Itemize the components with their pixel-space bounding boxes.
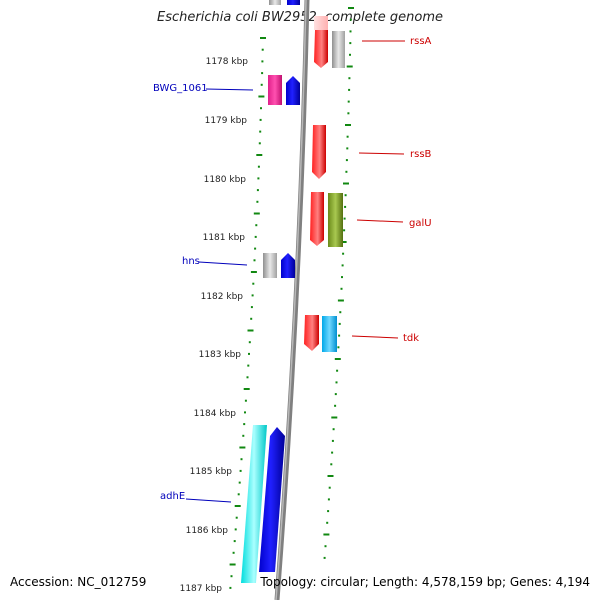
feature-rssA-pink [314, 16, 328, 30]
gene-galU[interactable]: galU [310, 192, 432, 247]
kbp-tick-label: 1185 kbp [190, 467, 233, 477]
feature-rssB-arrow [312, 125, 326, 179]
feature-top-gray [269, 0, 281, 5]
gene-label-hns: hns [182, 256, 200, 267]
tick-track-left [229, 37, 266, 589]
gene-label-galU: galU [409, 218, 432, 229]
gene-label-BWG_1061: BWG_1061 [153, 83, 208, 94]
kbp-tick-label: 1180 kbp [204, 175, 247, 185]
feature-tdk-arrow [304, 315, 319, 351]
genome-backbone-highlight [275, 0, 307, 600]
label-leader-hns [198, 261, 248, 266]
feature-adhE-cyan [241, 425, 267, 583]
feature-rssA-arrow [314, 30, 328, 68]
accession-label: Accession: NC_012759 [10, 575, 147, 589]
feature-rssA-gray [332, 31, 345, 68]
feature-adhE-arrow [259, 427, 285, 572]
gene-label-adhE: adhE [160, 491, 185, 502]
gene-adhE[interactable]: adhE [160, 425, 285, 583]
label-leader-adhE [185, 498, 232, 503]
feature-galU-olive [328, 193, 343, 247]
label-leader-rssB [358, 152, 405, 155]
feature-tdk-sky [322, 316, 337, 352]
kbp-tick-label: 1186 kbp [186, 526, 229, 536]
gene-tdk[interactable]: tdk [304, 315, 419, 352]
kbp-tick-label: 1184 kbp [194, 409, 237, 419]
gene-rssB[interactable]: rssB [312, 125, 432, 179]
feature-BWG_1061-magenta [268, 75, 282, 105]
kbp-tick-label: 1179 kbp [205, 116, 248, 126]
kbp-scale: 1178 kbp 1179 kbp 1180 kbp 1181 kbp 1182… [180, 57, 249, 594]
gene-label-tdk: tdk [403, 333, 419, 344]
genome-backbone [274, 0, 310, 600]
feature-galU-arrow [310, 192, 324, 246]
gene-hns[interactable]: hns [182, 253, 295, 278]
label-leader-tdk [351, 335, 399, 339]
gene-rssA[interactable]: rssA [314, 16, 432, 68]
kbp-tick-label: 1182 kbp [201, 292, 244, 302]
topology-summary: Topology: circular; Length: 4,578,159 bp… [260, 575, 590, 589]
tick-track-right [323, 7, 354, 559]
feature-top-blue [287, 0, 300, 5]
gene-label-rssB: rssB [410, 149, 432, 160]
kbp-tick-label: 1181 kbp [203, 233, 246, 243]
feature-BWG_1061-arrow [286, 76, 300, 105]
feature-hns-gray [263, 253, 277, 278]
feature-hns-arrow [281, 253, 295, 278]
label-leader-galU [356, 219, 404, 223]
kbp-tick-label: 1187 kbp [180, 584, 223, 594]
gene-label-rssA: rssA [410, 36, 432, 47]
kbp-tick-label: 1183 kbp [199, 350, 242, 360]
kbp-tick-label: 1178 kbp [206, 57, 249, 67]
gene-BWG_1061[interactable]: BWG_1061 [153, 75, 300, 105]
label-leader-BWG_1061 [205, 88, 254, 91]
map-title: Escherichia coli BW2952, complete genome [157, 10, 443, 25]
